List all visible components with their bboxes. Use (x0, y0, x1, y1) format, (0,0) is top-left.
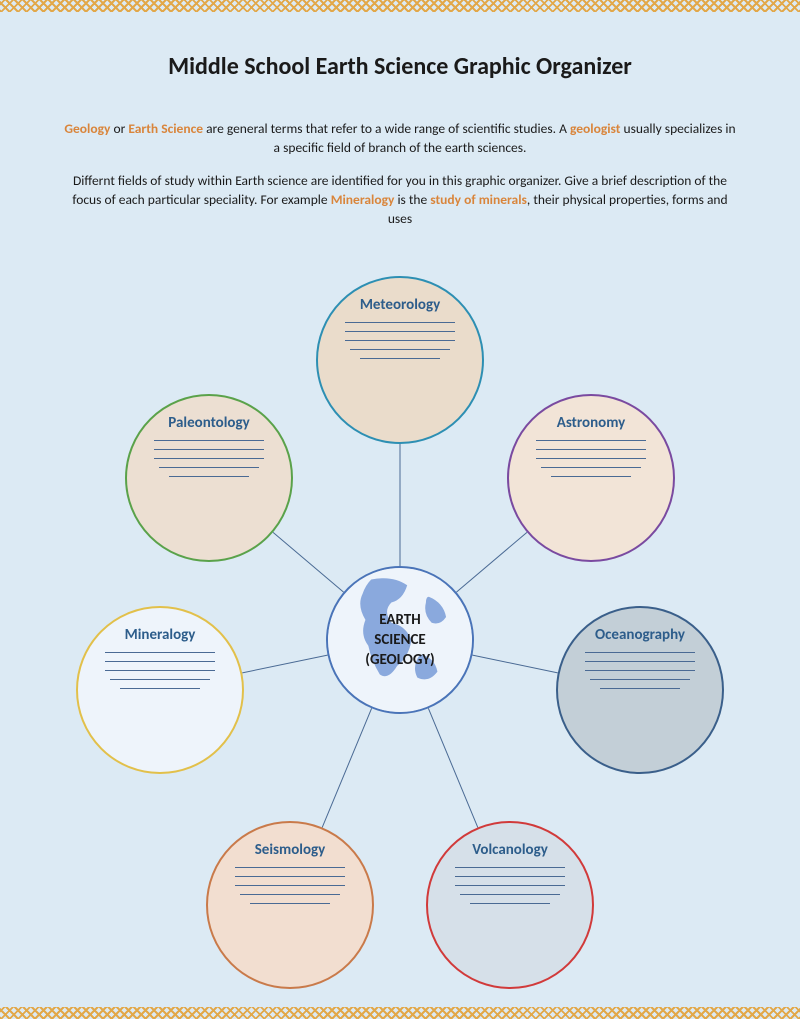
writing-lines (536, 440, 646, 477)
writing-lines (105, 652, 215, 689)
intro-paragraph-2: Differnt fields of study within Earth sc… (60, 172, 740, 229)
decorative-border-bottom (0, 1007, 800, 1019)
node-label-volcanology: Volcanology (472, 841, 548, 859)
center-node-label: EARTH SCIENCE (GEOLOGY) (365, 610, 434, 671)
writing-lines (345, 322, 455, 359)
node-label-seismology: Seismology (255, 841, 326, 859)
node-label-oceanography: Oceanography (595, 626, 685, 644)
decorative-border-top (0, 0, 800, 12)
writing-lines (154, 440, 264, 477)
node-mineralogy: Mineralogy (76, 606, 244, 774)
node-label-mineralogy: Mineralogy (125, 626, 196, 644)
node-astronomy: Astronomy (507, 394, 675, 562)
node-seismology: Seismology (206, 821, 374, 989)
node-volcanology: Volcanology (426, 821, 594, 989)
intro-text: Geology or Earth Science are general ter… (60, 120, 740, 242)
writing-lines (235, 867, 345, 904)
node-paleontology: Paleontology (125, 394, 293, 562)
node-label-meteorology: Meteorology (360, 296, 440, 314)
writing-lines (455, 867, 565, 904)
node-meteorology: Meteorology (316, 276, 484, 444)
node-label-astronomy: Astronomy (557, 414, 625, 432)
center-node-earth-science: EARTH SCIENCE (GEOLOGY) (326, 566, 474, 714)
intro-paragraph-1: Geology or Earth Science are general ter… (60, 120, 740, 158)
page-title: Middle School Earth Science Graphic Orga… (0, 52, 800, 81)
node-oceanography: Oceanography (556, 606, 724, 774)
node-label-paleontology: Paleontology (168, 414, 249, 432)
writing-lines (585, 652, 695, 689)
